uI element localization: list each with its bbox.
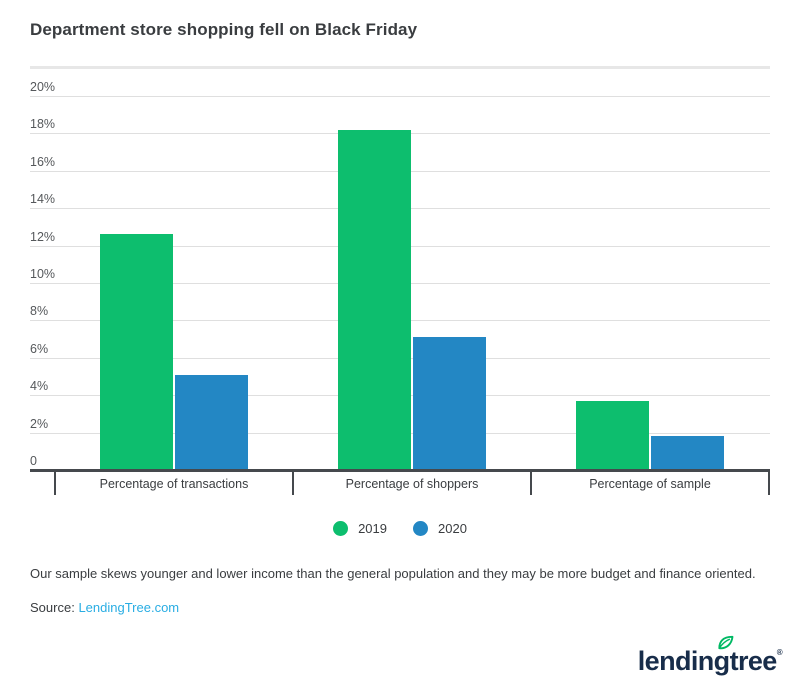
- legend-item-2019[interactable]: 2019: [333, 520, 387, 536]
- x-axis-tick: [768, 469, 770, 495]
- source-line: Source: LendingTree.com: [30, 600, 179, 615]
- y-axis-tick-label: 8%: [30, 304, 49, 319]
- legend-label-2020: 2020: [438, 520, 467, 536]
- x-axis-tick: [54, 469, 56, 495]
- y-axis-tick-label: 4%: [30, 379, 49, 394]
- source-label: Source:: [30, 600, 75, 615]
- y-axis-tick-label: 10%: [30, 267, 56, 281]
- legend-dot-2020: [413, 520, 428, 536]
- bar-2020-percentage-of-sample[interactable]: [651, 436, 724, 470]
- bar-2020-percentage-of-shoppers[interactable]: [413, 337, 486, 470]
- y-axis-tick-label: 18%: [30, 117, 56, 132]
- y-axis-tick-label: 2%: [30, 416, 49, 431]
- plot-area: 0 2% 4% 6% 8% 10% 12% 14% 16% 18% 20%: [30, 81, 770, 470]
- logo-registered-mark: ®: [776, 648, 783, 657]
- y-axis-tick-label: 16%: [30, 154, 56, 169]
- y-axis-tick-label: 6%: [30, 341, 49, 356]
- x-axis-category-label: Percentage of shoppers: [345, 477, 479, 491]
- lendingtree-logo: lendingtree®: [637, 635, 783, 676]
- chart-title: Department store shopping fell on Black …: [30, 20, 418, 39]
- bar-2019-percentage-of-transactions[interactable]: [100, 234, 173, 470]
- logo-text: lendingtree: [637, 646, 778, 676]
- footnote: Our sample skews younger and lower incom…: [30, 566, 756, 581]
- y-axis-tick-label: 14%: [30, 192, 56, 207]
- title-divider: [30, 66, 770, 69]
- legend-dot-2019: [333, 520, 349, 536]
- y-axis-tick-label: 0: [30, 454, 37, 468]
- bar-2019-percentage-of-sample[interactable]: [576, 400, 649, 470]
- x-axis-tick: [530, 469, 532, 495]
- bar-2020-percentage-of-transactions[interactable]: [175, 374, 248, 470]
- x-axis-tick: [292, 469, 294, 495]
- logo-wordmark: lendingtree®: [637, 635, 783, 676]
- x-axis-category-label: Percentage of transactions: [99, 477, 249, 491]
- x-axis-line: [30, 469, 770, 472]
- legend-item-2020[interactable]: 2020: [413, 520, 467, 536]
- bar-2019-percentage-of-shoppers[interactable]: [338, 129, 411, 470]
- y-axis-tick-label: 20%: [30, 80, 56, 94]
- y-axis-tick-label: 12%: [30, 229, 56, 244]
- legend-label-2019: 2019: [358, 520, 387, 536]
- leaf-icon: [718, 635, 734, 650]
- source-link[interactable]: LendingTree.com: [78, 600, 180, 615]
- gridline: [30, 96, 770, 97]
- x-axis-category-label: Percentage of sample: [589, 477, 711, 491]
- chart-legend: 2019 2020: [0, 517, 800, 539]
